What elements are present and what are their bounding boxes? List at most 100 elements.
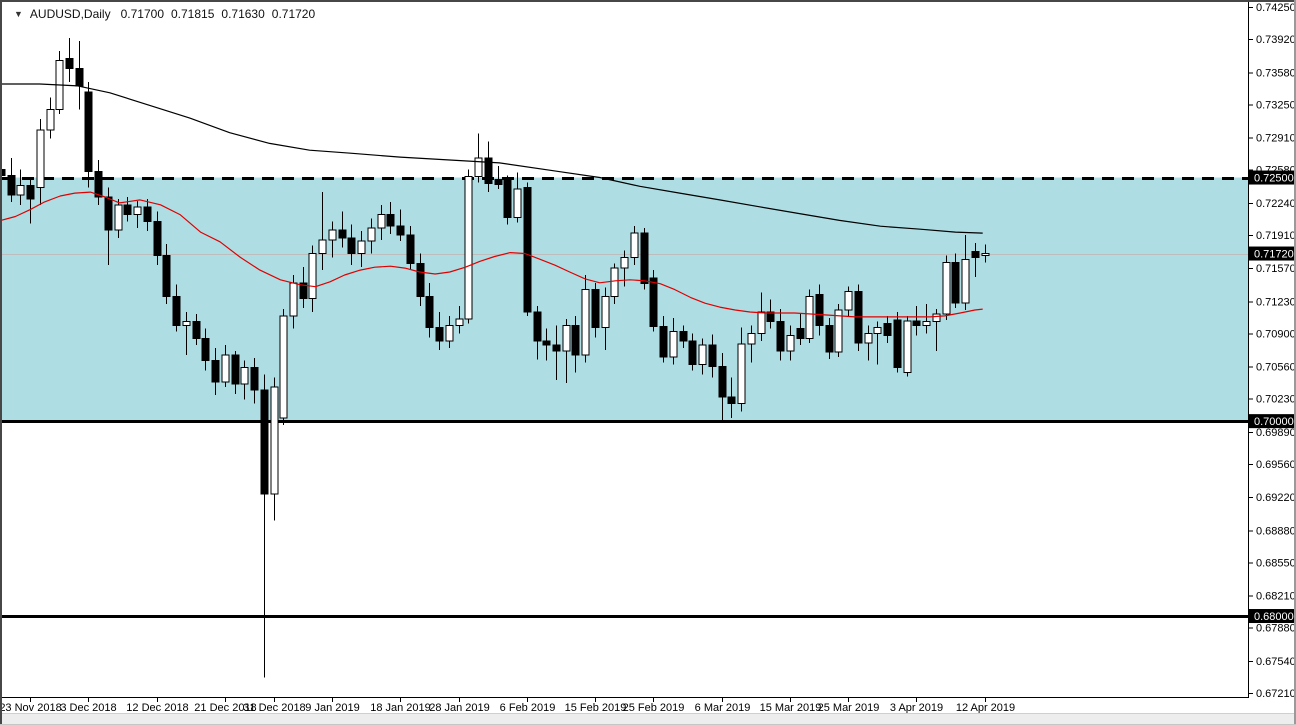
price-tick-label: 0.72240: [1256, 198, 1296, 210]
candle: [610, 263, 619, 305]
low-value: 0.71630: [221, 7, 265, 21]
candle: [474, 133, 483, 183]
date-tick-label: 15 Mar 2019: [760, 702, 822, 714]
price-tick-label: 0.71230: [1256, 296, 1296, 308]
ma-slow-black: [2, 83, 983, 234]
candle: [669, 317, 678, 365]
candle: [377, 204, 386, 240]
price-axis[interactable]: 0.74250 0.73920 0.73580 0.73250 0.72910 0.725…: [1248, 2, 1296, 700]
date-tick-label: 3 Dec 2018: [60, 702, 116, 714]
date-tick-label: 9 Jan 2019: [305, 702, 359, 714]
candle: [981, 244, 990, 263]
level-price-badge: [1249, 414, 1295, 429]
price-tick-label: 0.67880: [1256, 623, 1296, 635]
plot-area[interactable]: [0, 38, 1248, 678]
candle: [84, 82, 93, 188]
price-tick-label: 0.71570: [1256, 263, 1296, 275]
level-price-badge: [1249, 170, 1295, 185]
candle: [162, 243, 171, 305]
analysis-objects-layer: [2, 177, 1248, 618]
price-badge-label: 0.72500: [1254, 173, 1294, 185]
candle: [445, 315, 454, 349]
candle: [708, 334, 717, 378]
candle: [65, 38, 74, 83]
candle: [494, 165, 503, 190]
candle: [36, 119, 45, 205]
candle: [757, 292, 766, 342]
candle: [854, 284, 863, 351]
price-badge-label: 0.71720: [1254, 249, 1294, 261]
candle: [883, 315, 892, 344]
candle: [435, 311, 444, 350]
level-price-badge: [1249, 609, 1295, 624]
candle: [659, 315, 668, 363]
candle: [737, 327, 746, 412]
candle: [94, 159, 103, 205]
candle: [649, 270, 658, 332]
candle: [796, 313, 805, 346]
candle: [971, 242, 980, 277]
candle: [250, 357, 259, 404]
price-tick-label: 0.73920: [1256, 34, 1296, 46]
candle: [893, 311, 902, 373]
candle: [338, 211, 347, 248]
candle: [123, 197, 132, 222]
window-border-top: [0, 0, 1296, 2]
candle: [630, 226, 639, 266]
candle: [201, 328, 210, 371]
date-tick-label: 15 Feb 2019: [565, 702, 627, 714]
candle: [601, 287, 610, 350]
candle: [347, 224, 356, 266]
candle: [640, 228, 649, 290]
candle: [873, 321, 882, 365]
candle: [357, 231, 366, 268]
date-tick-label: 25 Feb 2019: [623, 702, 685, 714]
candle: [153, 211, 162, 266]
price-tick-label: 0.70230: [1256, 394, 1296, 406]
candle: [318, 192, 327, 271]
candle: [455, 306, 464, 334]
candle: [396, 209, 405, 241]
price-tick-label: 0.71910: [1256, 230, 1296, 242]
candle: [16, 169, 25, 205]
date-tick-label: 3 Apr 2019: [890, 702, 943, 714]
candle: [679, 325, 688, 349]
candle: [270, 377, 279, 521]
candle: [698, 338, 707, 375]
candle: [552, 325, 561, 381]
candle: [727, 377, 736, 419]
candle: [192, 313, 201, 346]
candle: [562, 318, 571, 384]
candle: [172, 284, 181, 332]
candle: [844, 286, 853, 316]
candle: [571, 315, 580, 373]
date-tick-label: 23 Nov 2018: [0, 702, 62, 714]
current-price-badge: [1249, 246, 1295, 261]
date-tick-label: 12 Apr 2019: [956, 702, 1015, 714]
symbol-dropdown-icon[interactable]: ▼: [14, 9, 23, 19]
candle: [425, 282, 434, 338]
window-border-right: [1294, 0, 1296, 725]
ma-fast-red: [2, 191, 983, 318]
candle: [864, 325, 873, 361]
date-tick-label: 25 Mar 2019: [818, 702, 880, 714]
price-badge-label: 0.68000: [1254, 611, 1294, 623]
candle: [406, 226, 415, 271]
price-tick-label: 0.68550: [1256, 557, 1296, 569]
candle: [240, 360, 249, 400]
candle: [503, 175, 512, 225]
price-tick-label: 0.69890: [1256, 427, 1296, 439]
symbol-period-label: AUDUSD,Daily: [29, 7, 111, 21]
date-tick-label: 28 Jan 2019: [429, 702, 490, 714]
candle: [299, 267, 308, 309]
candle: [328, 221, 337, 258]
window-footer: [0, 713, 1296, 725]
candle: [825, 317, 834, 359]
price-tick-label: 0.73250: [1256, 99, 1296, 111]
candle: [386, 201, 395, 235]
candle: [143, 198, 152, 232]
price-tick-label: 0.69560: [1256, 459, 1296, 471]
